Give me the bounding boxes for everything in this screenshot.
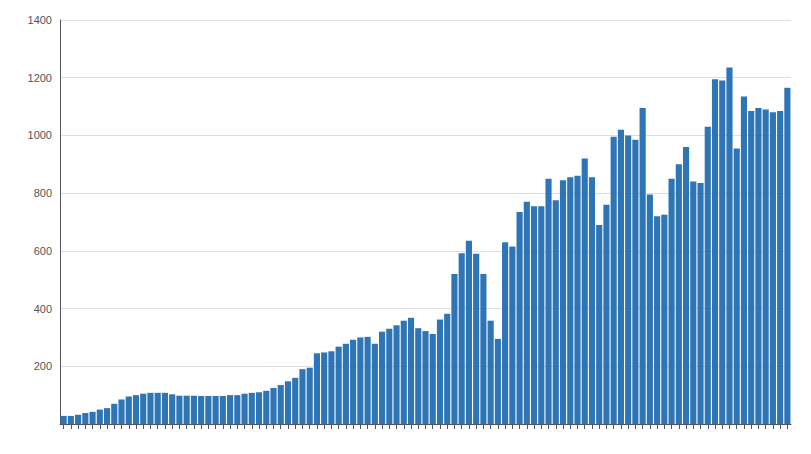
- svg-text:200: 200: [34, 360, 52, 372]
- svg-text:1400: 1400: [28, 14, 52, 26]
- svg-text:400: 400: [34, 303, 52, 315]
- svg-text:1200: 1200: [28, 72, 52, 84]
- svg-text:1000: 1000: [28, 129, 52, 141]
- svg-text:800: 800: [34, 187, 52, 199]
- svg-text:600: 600: [34, 245, 52, 257]
